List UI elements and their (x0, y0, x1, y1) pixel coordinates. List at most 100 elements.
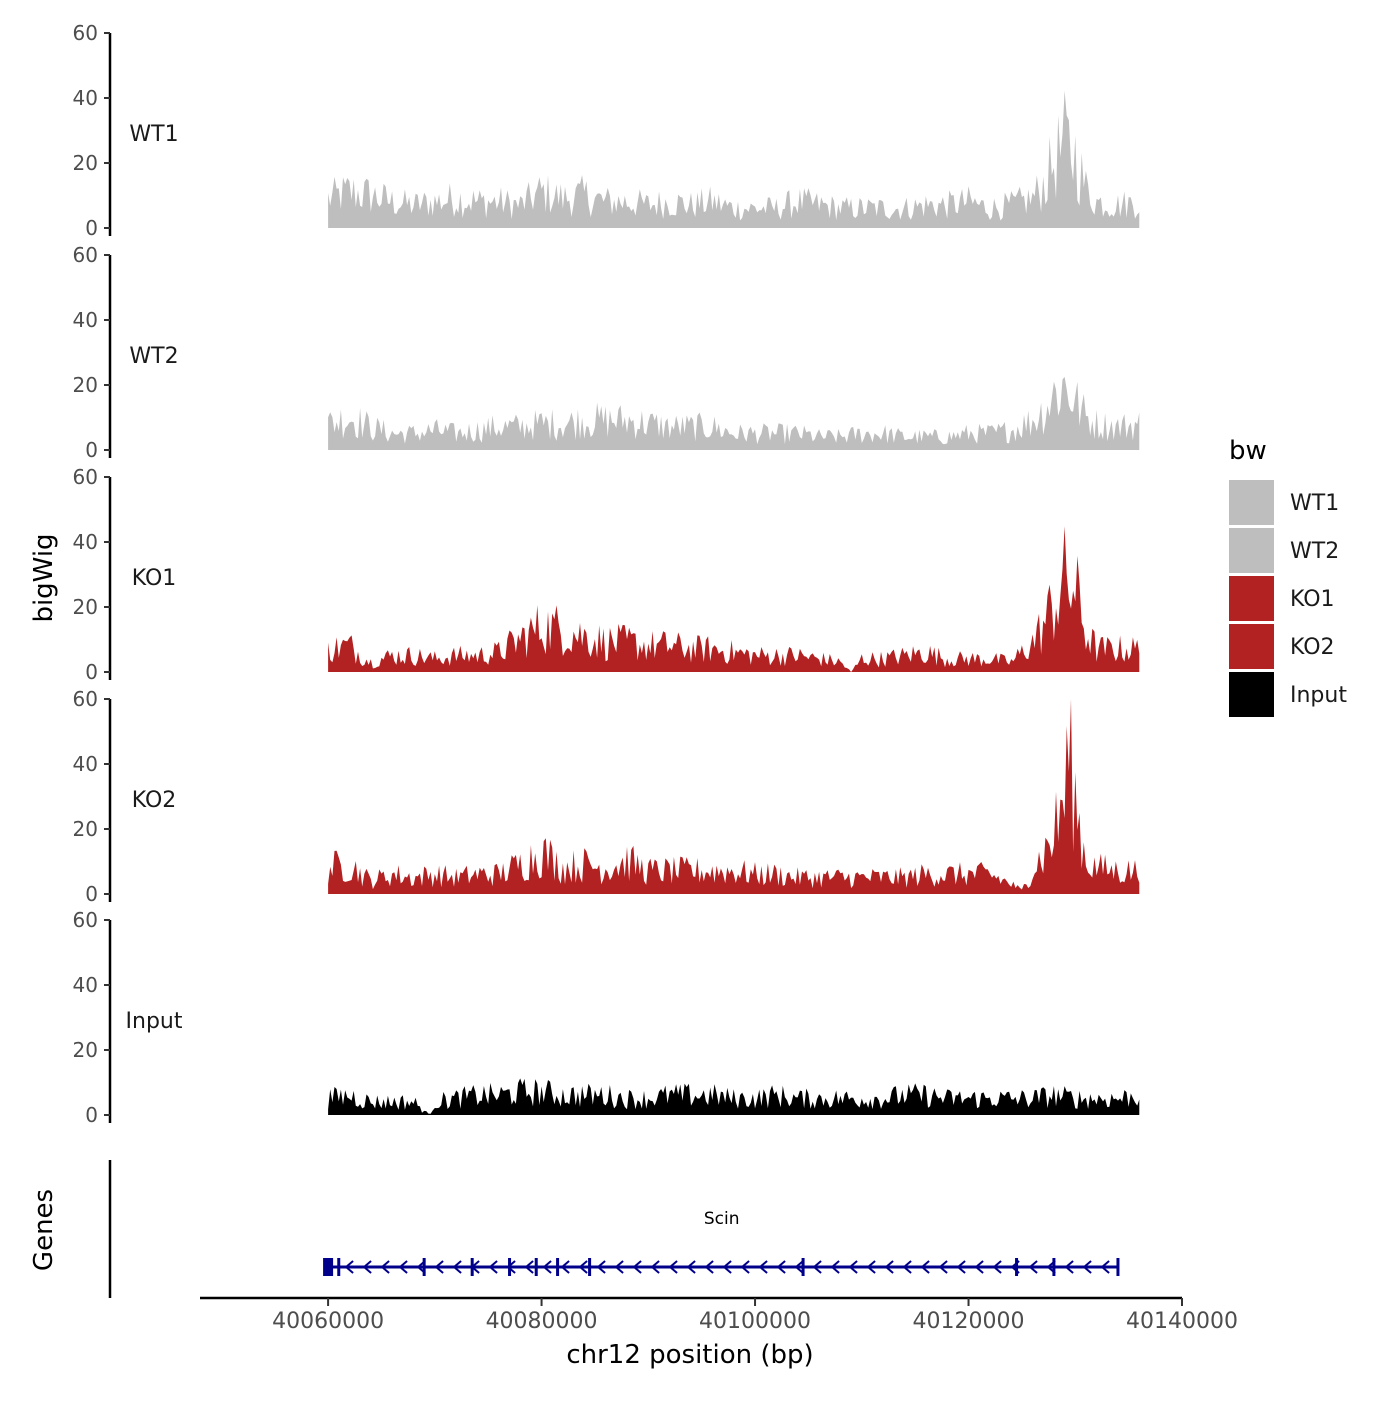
strand-arrow (632, 1260, 642, 1274)
legend-label: KO1 (1290, 587, 1335, 612)
strand-arrow (920, 1260, 930, 1274)
y-tick-label: 20 (73, 595, 98, 619)
y-tick-label: 0 (85, 660, 98, 684)
strand-arrow (830, 1260, 840, 1274)
exon-mark (422, 1258, 426, 1276)
legend-label: KO2 (1290, 635, 1335, 660)
strand-arrow (344, 1260, 354, 1274)
y-tick-label: 0 (85, 438, 98, 462)
strand-arrow (974, 1260, 984, 1274)
strand-arrow (542, 1260, 552, 1274)
exon-mark (1052, 1258, 1056, 1276)
strand-arrow (614, 1260, 624, 1274)
strand-arrow (488, 1260, 498, 1274)
exon-mark (588, 1258, 592, 1276)
strand-arrow (758, 1260, 768, 1274)
track-panel-ko1: 0 20 40 60 KO1 (73, 465, 1140, 684)
x-tick-label: 40060000 (272, 1309, 384, 1334)
strand-arrow (776, 1260, 786, 1274)
strand-arrow (578, 1260, 588, 1274)
strand-arrow (884, 1260, 894, 1274)
coverage-area-ko1 (328, 526, 1140, 672)
track-label: KO1 (132, 566, 177, 591)
strand-arrow (380, 1260, 390, 1274)
strand-arrow (992, 1260, 1002, 1274)
y-tick-label: 60 (73, 243, 98, 267)
track-label: WT2 (129, 344, 178, 369)
y-tick-label: 0 (85, 1103, 98, 1127)
legend-label: Input (1290, 683, 1347, 708)
strand-arrow (668, 1260, 678, 1274)
strand-arrow (794, 1260, 804, 1274)
legend-swatch-input (1229, 672, 1274, 717)
strand-arrow (722, 1260, 732, 1274)
y-tick-label: 20 (73, 817, 98, 841)
x-tick-label: 40080000 (486, 1309, 598, 1334)
x-tick-label: 40120000 (913, 1309, 1025, 1334)
strand-arrow (704, 1260, 714, 1274)
exon-mark (1015, 1258, 1019, 1276)
strand-arrow (902, 1260, 912, 1274)
track-label: Input (126, 1009, 183, 1034)
exon-mark (508, 1258, 512, 1276)
y-axis-label: bigWig (29, 533, 59, 622)
y-tick-label: 40 (73, 308, 98, 332)
strand-arrow (938, 1260, 948, 1274)
exon-mark (470, 1258, 474, 1276)
gene-name-label: Scin (704, 1209, 740, 1229)
strand-arrow (686, 1260, 696, 1274)
legend-title: bw (1229, 436, 1267, 466)
strand-arrow (398, 1260, 408, 1274)
strand-arrow (956, 1260, 966, 1274)
x-tick-label: 40100000 (699, 1309, 811, 1334)
strand-arrow (1028, 1260, 1038, 1274)
y-tick-label: 20 (73, 373, 98, 397)
exon-mark (337, 1258, 341, 1276)
y-tick-label: 60 (73, 21, 98, 45)
exon-mark (556, 1258, 560, 1276)
legend-label: WT2 (1290, 539, 1339, 564)
strand-arrow (848, 1260, 858, 1274)
y-tick-label: 20 (73, 1038, 98, 1062)
strand-arrow (812, 1260, 822, 1274)
coverage-area-wt2 (328, 376, 1140, 450)
y-tick-label: 0 (85, 216, 98, 240)
exon-mark (534, 1258, 538, 1276)
exon-mark (323, 1258, 334, 1276)
x-axis-label: chr12 position (bp) (566, 1340, 813, 1370)
x-tick-label: 40140000 (1126, 1309, 1238, 1334)
strand-arrow (866, 1260, 876, 1274)
strand-arrow (560, 1260, 570, 1274)
strand-arrow (1064, 1260, 1074, 1274)
legend-label: WT1 (1290, 491, 1339, 516)
track-panel-wt2: 0 20 40 60 WT2 (73, 243, 1140, 462)
coverage-area-wt1 (328, 90, 1140, 228)
exon-mark (1116, 1258, 1120, 1276)
legend-swatch-ko1 (1229, 576, 1274, 621)
genes-track-label: Genes (29, 1189, 59, 1271)
strand-arrow (362, 1260, 372, 1274)
y-tick-label: 40 (73, 752, 98, 776)
coverage-area-ko2 (328, 699, 1140, 894)
strand-arrow (596, 1260, 606, 1274)
strand-arrow (1082, 1260, 1092, 1274)
y-tick-label: 40 (73, 86, 98, 110)
y-tick-label: 40 (73, 973, 98, 997)
exon-mark (801, 1258, 805, 1276)
y-tick-label: 40 (73, 530, 98, 554)
y-tick-label: 60 (73, 687, 98, 711)
legend-swatch-wt2 (1229, 528, 1274, 573)
y-tick-label: 60 (73, 465, 98, 489)
strand-arrow (434, 1260, 444, 1274)
track-panel-input: 0 20 40 60 Input (73, 908, 1140, 1127)
coverage-area-input (328, 1078, 1140, 1115)
strand-arrow (452, 1260, 462, 1274)
y-tick-label: 60 (73, 908, 98, 932)
strand-arrow (740, 1260, 750, 1274)
track-panel-ko2: 0 20 40 60 KO2 (73, 687, 1140, 906)
legend-swatch-ko2 (1229, 624, 1274, 669)
strand-arrow (524, 1260, 534, 1274)
track-panel-wt1: 0 20 40 60 WT1 (73, 21, 1140, 240)
strand-arrow (650, 1260, 660, 1274)
